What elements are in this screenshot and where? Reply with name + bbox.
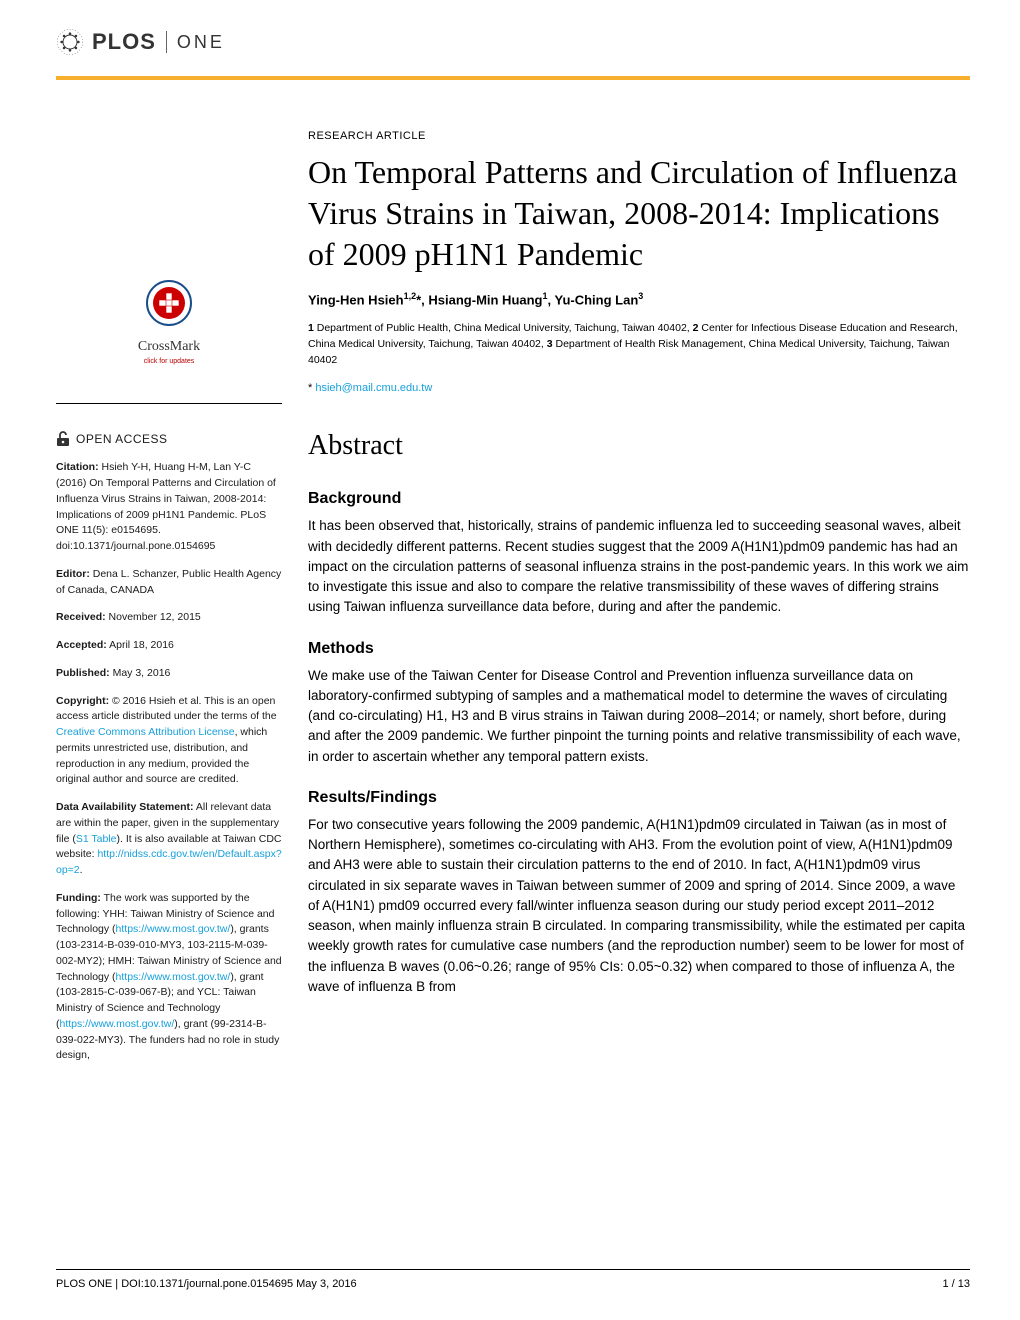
footer-page-number: 1 / 13 (942, 1278, 970, 1290)
corr-email-link[interactable]: hsieh@mail.cmu.edu.tw (315, 382, 432, 394)
methods-heading: Methods (308, 640, 970, 658)
page-footer: PLOS ONE | DOI:10.1371/journal.pone.0154… (56, 1269, 970, 1290)
editor-block: Editor: Dena L. Schanzer, Public Health … (56, 567, 282, 599)
footer-left: PLOS ONE | DOI:10.1371/journal.pone.0154… (56, 1278, 357, 1290)
published-label: Published: (56, 667, 110, 679)
sidebar: CrossMark click for updates OPEN ACCESS … (56, 130, 282, 1076)
received-label: Received: (56, 611, 106, 623)
plos-logo: PLOS (56, 28, 156, 56)
article-title: On Temporal Patterns and Circulation of … (308, 152, 970, 275)
funding-link-1[interactable]: https://www.most.gov.tw/ (116, 923, 231, 935)
affiliations: 1 Department of Public Health, China Med… (308, 321, 970, 368)
page-header: PLOS ONE (0, 0, 1020, 66)
cc-license-link[interactable]: Creative Commons Attribution License (56, 726, 235, 738)
crossmark-sublabel: click for updates (56, 357, 282, 368)
background-body: It has been observed that, historically,… (308, 516, 970, 617)
journal-subbrand: ONE (177, 32, 225, 53)
plos-wordmark: PLOS (92, 29, 156, 55)
results-body: For two consecutive years following the … (308, 815, 970, 997)
citation-block: Citation: Hsieh Y-H, Huang H-M, Lan Y-C … (56, 460, 282, 555)
accepted-text: April 18, 2016 (107, 639, 174, 651)
accepted-label: Accepted: (56, 639, 107, 651)
author-list: Ying-Hen Hsieh1,2*, Hsiang-Min Huang1, Y… (308, 291, 970, 307)
plos-globe-icon (56, 28, 84, 56)
published-text: May 3, 2016 (110, 667, 171, 679)
s1-table-link[interactable]: S1 Table (76, 833, 117, 845)
published-block: Published: May 3, 2016 (56, 666, 282, 682)
sidebar-rule (56, 403, 282, 404)
background-heading: Background (308, 490, 970, 508)
methods-body: We make use of the Taiwan Center for Dis… (308, 666, 970, 767)
data-label: Data Availability Statement: (56, 801, 194, 813)
copyright-block: Copyright: © 2016 Hsieh et al. This is a… (56, 694, 282, 789)
editor-label: Editor: (56, 568, 90, 580)
funding-label: Funding: (56, 892, 101, 904)
citation-label: Citation: (56, 461, 99, 473)
main-columns: CrossMark click for updates OPEN ACCESS … (0, 80, 1020, 1076)
corresponding-author: * hsieh@mail.cmu.edu.tw (308, 382, 970, 394)
open-access-row: OPEN ACCESS (56, 430, 282, 448)
funding-link-3[interactable]: https://www.most.gov.tw/ (60, 1018, 175, 1030)
funding-link-2[interactable]: https://www.most.gov.tw/ (116, 971, 231, 983)
article-content: RESEARCH ARTICLE On Temporal Patterns an… (308, 130, 970, 1076)
citation-text: Hsieh Y-H, Huang H-M, Lan Y-C (2016) On … (56, 461, 276, 552)
editor-text: Dena L. Schanzer, Public Health Agency o… (56, 568, 281, 596)
received-text: November 12, 2015 (106, 611, 201, 623)
copyright-label: Copyright: (56, 695, 109, 707)
received-block: Received: November 12, 2015 (56, 610, 282, 626)
results-heading: Results/Findings (308, 789, 970, 807)
crossmark-icon (146, 280, 192, 326)
article-type: RESEARCH ARTICLE (308, 130, 970, 142)
open-access-label: OPEN ACCESS (76, 430, 168, 448)
abstract-heading: Abstract (308, 430, 970, 462)
crossmark-label: CrossMark (56, 336, 282, 357)
data-availability-block: Data Availability Statement: All relevan… (56, 800, 282, 879)
crossmark-widget[interactable]: CrossMark click for updates (56, 280, 282, 367)
data-text-post: . (80, 864, 83, 876)
journal-logo-row: PLOS ONE (56, 28, 970, 56)
accepted-block: Accepted: April 18, 2016 (56, 638, 282, 654)
funding-block: Funding: The work was supported by the f… (56, 891, 282, 1064)
open-access-icon (56, 431, 70, 447)
logo-divider (166, 31, 167, 53)
